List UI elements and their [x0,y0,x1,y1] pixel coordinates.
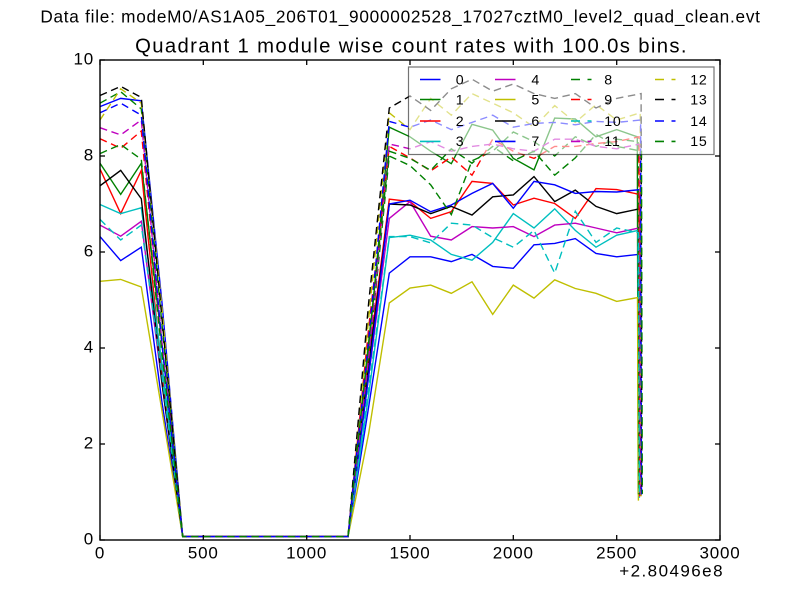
svg-text:5: 5 [531,92,540,108]
svg-text:2000: 2000 [493,544,534,563]
svg-text:4: 4 [531,72,540,88]
svg-text:Quadrant 1 module wise count r: Quadrant 1 module wise count rates with … [135,36,688,58]
svg-text:7: 7 [531,134,540,150]
svg-text:3000: 3000 [699,544,740,563]
svg-text:6: 6 [84,242,94,261]
svg-text:15: 15 [690,134,707,150]
svg-text:500: 500 [188,544,219,563]
svg-text:1500: 1500 [389,544,430,563]
svg-text:8: 8 [604,72,613,88]
svg-text:0: 0 [84,530,94,549]
svg-text:1: 1 [456,92,465,108]
svg-text:10: 10 [73,50,94,69]
svg-text:14: 14 [690,114,707,130]
svg-text:4: 4 [84,338,94,357]
svg-text:8: 8 [84,146,94,165]
svg-text:9: 9 [604,92,613,108]
svg-text:13: 13 [690,92,707,108]
svg-text:0: 0 [456,72,465,88]
svg-text:12: 12 [690,72,707,88]
svg-text:11: 11 [604,134,620,150]
svg-text:2500: 2500 [596,544,637,563]
svg-text:3: 3 [456,134,465,150]
svg-text:Data file: modeM0/AS1A05_206T0: Data file: modeM0/AS1A05_206T01_90000025… [40,7,760,27]
svg-text:10: 10 [604,114,621,130]
svg-text:2: 2 [84,434,94,453]
svg-text:2: 2 [456,114,465,130]
svg-text:1000: 1000 [286,544,327,563]
svg-text:+2.80496e8: +2.80496e8 [619,562,724,581]
svg-text:6: 6 [531,114,540,130]
svg-text:0: 0 [95,544,105,563]
